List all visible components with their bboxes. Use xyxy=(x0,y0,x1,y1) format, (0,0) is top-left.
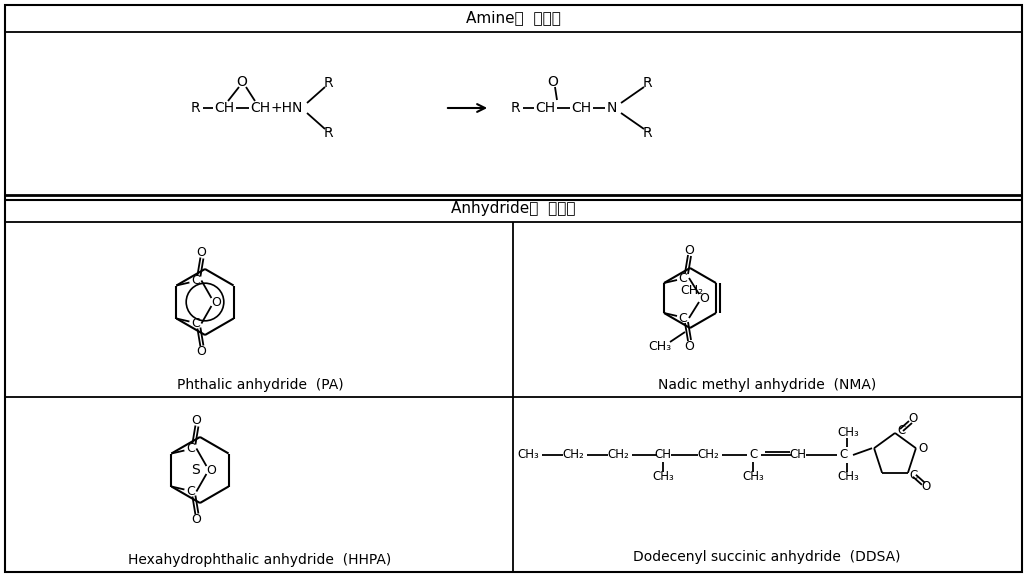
Text: O: O xyxy=(196,246,206,259)
Text: Amine계  경화제: Amine계 경화제 xyxy=(465,10,561,25)
Text: S: S xyxy=(192,463,200,477)
Text: C: C xyxy=(910,469,918,482)
Text: CH₃: CH₃ xyxy=(743,470,764,484)
Text: R: R xyxy=(510,101,520,115)
Text: CH₂: CH₂ xyxy=(681,283,703,297)
Text: CH: CH xyxy=(214,101,234,115)
Text: R: R xyxy=(642,76,652,90)
Text: Nadic methyl anhydride  (NMA): Nadic methyl anhydride (NMA) xyxy=(658,378,876,392)
Text: C: C xyxy=(839,448,847,462)
Text: O: O xyxy=(921,480,930,493)
Text: +HN: +HN xyxy=(271,101,303,115)
Text: O: O xyxy=(684,243,694,257)
Text: CH₃: CH₃ xyxy=(518,448,539,462)
Text: R: R xyxy=(642,126,652,140)
Text: O: O xyxy=(206,463,217,477)
Text: C: C xyxy=(897,425,905,437)
Text: O: O xyxy=(918,442,927,455)
Text: C: C xyxy=(191,317,200,330)
Text: O: O xyxy=(196,345,206,358)
Text: CH₃: CH₃ xyxy=(652,470,674,484)
Text: CH: CH xyxy=(790,448,806,462)
Text: O: O xyxy=(191,513,201,526)
Text: Hexahydrophthalic anhydride  (HHPA): Hexahydrophthalic anhydride (HHPA) xyxy=(128,553,391,567)
Text: C: C xyxy=(679,272,687,284)
Text: O: O xyxy=(684,339,694,353)
Text: CH₃: CH₃ xyxy=(648,339,672,353)
Text: O: O xyxy=(699,291,709,305)
Text: R: R xyxy=(324,76,333,90)
Text: C: C xyxy=(191,274,200,287)
Text: CH₂: CH₂ xyxy=(607,448,629,462)
Text: CH₂: CH₂ xyxy=(562,448,584,462)
Text: C: C xyxy=(186,442,195,455)
Text: O: O xyxy=(191,414,201,427)
Text: CH₃: CH₃ xyxy=(837,426,859,440)
Text: C: C xyxy=(749,448,757,462)
Text: N: N xyxy=(607,101,617,115)
Text: O: O xyxy=(236,75,248,89)
Text: CH: CH xyxy=(535,101,555,115)
Text: Anhydride계  경화제: Anhydride계 경화제 xyxy=(451,200,575,215)
Text: C: C xyxy=(186,485,195,498)
Text: CH₂: CH₂ xyxy=(697,448,719,462)
Text: CH₃: CH₃ xyxy=(837,470,859,484)
Text: Dodecenyl succinic anhydride  (DDSA): Dodecenyl succinic anhydride (DDSA) xyxy=(634,550,901,564)
Text: O: O xyxy=(547,75,559,89)
Text: CH: CH xyxy=(571,101,592,115)
Text: R: R xyxy=(190,101,200,115)
Text: O: O xyxy=(908,413,918,425)
Text: R: R xyxy=(324,126,333,140)
Text: O: O xyxy=(212,295,222,309)
Text: C: C xyxy=(679,312,687,324)
Text: Phthalic anhydride  (PA): Phthalic anhydride (PA) xyxy=(177,378,343,392)
Text: CH: CH xyxy=(250,101,270,115)
Text: CH: CH xyxy=(654,448,672,462)
